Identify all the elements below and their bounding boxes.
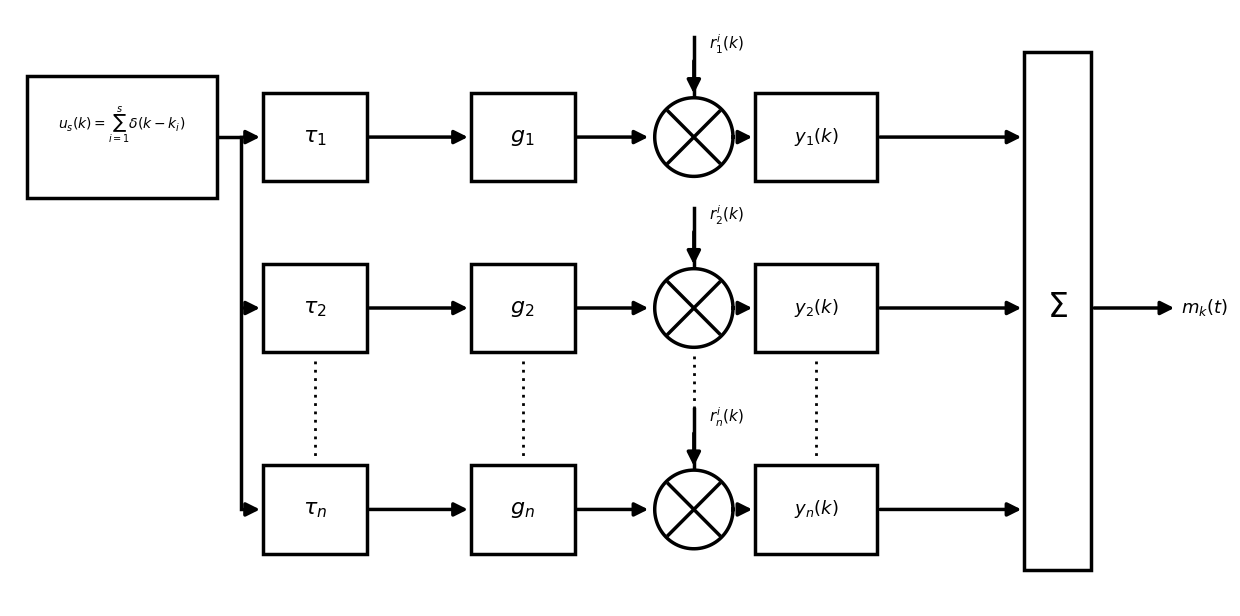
Polygon shape — [655, 98, 733, 176]
Bar — [755, 264, 878, 352]
Bar — [263, 465, 367, 554]
Bar — [263, 264, 367, 352]
Bar — [755, 93, 878, 181]
Text: $\tau_2$: $\tau_2$ — [303, 297, 326, 319]
Bar — [755, 465, 878, 554]
Text: $r_2^i(k)$: $r_2^i(k)$ — [708, 204, 744, 227]
Bar — [263, 93, 367, 181]
Text: $m_k(t)$: $m_k(t)$ — [1180, 298, 1228, 318]
Text: $g_2$: $g_2$ — [511, 297, 534, 319]
Text: $\tau_1$: $\tau_1$ — [303, 126, 326, 148]
Text: $u_s(k)=\sum_{i=1}^{s}\delta(k-k_i)$: $u_s(k)=\sum_{i=1}^{s}\delta(k-k_i)$ — [58, 104, 186, 145]
Text: $g_1$: $g_1$ — [511, 126, 534, 148]
Text: $\tau_n$: $\tau_n$ — [303, 498, 327, 521]
Text: $\Sigma$: $\Sigma$ — [1048, 292, 1068, 324]
Polygon shape — [655, 269, 733, 347]
Bar — [471, 93, 574, 181]
Text: $y_1(k)$: $y_1(k)$ — [794, 126, 838, 148]
Text: $y_n(k)$: $y_n(k)$ — [794, 498, 838, 521]
Bar — [1024, 52, 1091, 570]
Text: $g_n$: $g_n$ — [510, 498, 534, 521]
Text: $r_1^i(k)$: $r_1^i(k)$ — [708, 33, 744, 56]
Text: $r_n^i(k)$: $r_n^i(k)$ — [708, 405, 743, 429]
Bar — [471, 264, 574, 352]
Polygon shape — [655, 470, 733, 549]
Bar — [27, 76, 217, 198]
Text: $y_2(k)$: $y_2(k)$ — [794, 297, 838, 319]
Bar — [471, 465, 574, 554]
